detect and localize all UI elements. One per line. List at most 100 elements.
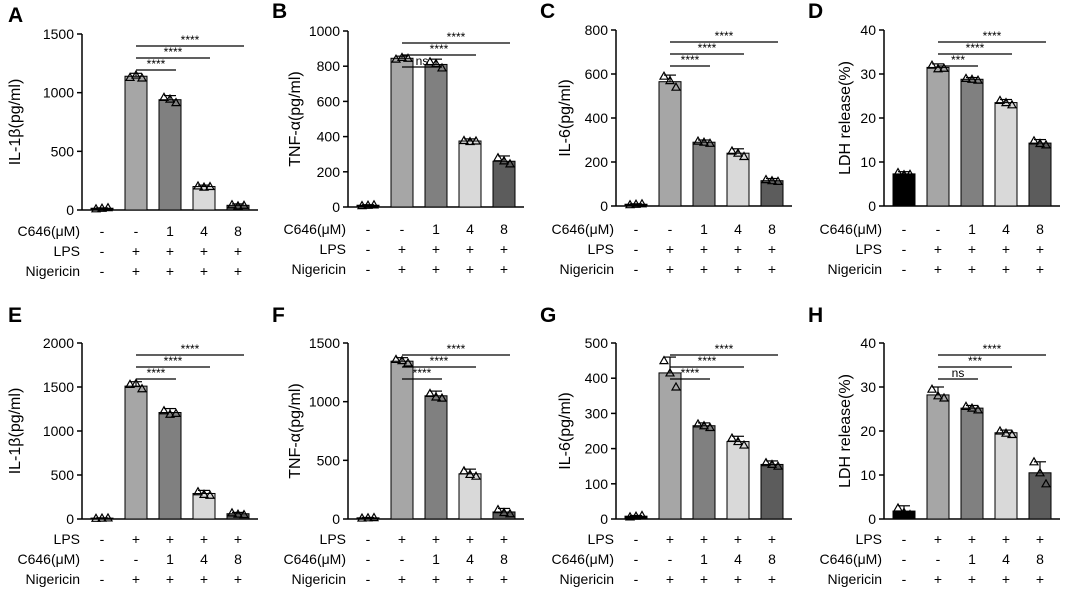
condition-row-label: Nigericin	[828, 571, 882, 587]
condition-cell: +	[166, 531, 174, 547]
condition-cell: -	[100, 571, 105, 587]
data-point	[994, 95, 1006, 105]
y-tick-label: 1500	[43, 26, 74, 42]
y-tick-label: 30	[860, 66, 876, 82]
y-tick-label: 1000	[309, 394, 340, 410]
data-point	[492, 504, 504, 514]
data-point	[90, 203, 102, 213]
condition-cell: -	[100, 531, 105, 547]
condition-cell: 8	[768, 221, 776, 237]
condition-row-label: LPS	[588, 531, 614, 547]
condition-cell: +	[166, 263, 174, 279]
y-tick-label: 500	[51, 143, 75, 159]
data-point	[368, 512, 380, 522]
data-point	[658, 70, 670, 80]
bar	[760, 463, 784, 520]
data-point	[636, 198, 648, 208]
y-tick-label: 0	[868, 511, 876, 527]
condition-cell: 8	[500, 551, 508, 567]
y-tick-label: 20	[860, 110, 876, 126]
data-point	[96, 203, 108, 212]
condition-cell: +	[398, 531, 406, 547]
condition-cell: 1	[968, 551, 976, 567]
significance-label: ****	[164, 45, 183, 59]
data-point	[738, 151, 750, 161]
data-point	[904, 509, 916, 519]
data-point	[772, 460, 784, 470]
bar	[658, 81, 682, 207]
condition-cell: -	[366, 551, 371, 567]
condition-cell: +	[432, 531, 440, 547]
y-axis-label: LDH release(%)	[837, 61, 854, 175]
data-point	[362, 512, 374, 522]
significance-label: ***	[951, 53, 965, 67]
y-tick-label: 400	[585, 110, 609, 126]
data-point	[198, 181, 210, 191]
y-tick-label: 500	[51, 467, 75, 483]
data-point	[664, 75, 676, 85]
data-point	[658, 355, 670, 365]
condition-cell: 4	[734, 221, 742, 237]
condition-cell: -	[936, 551, 941, 567]
significance-label: ****	[147, 366, 166, 380]
significance-label: ****	[715, 29, 734, 43]
significance-label: ****	[681, 366, 700, 380]
condition-row-label: C646(μM)	[551, 551, 614, 567]
condition-cell: +	[234, 571, 242, 587]
bar	[926, 66, 950, 207]
panel-label: D	[808, 0, 823, 23]
significance-label: ns	[952, 366, 965, 380]
data-point	[960, 401, 972, 410]
data-point	[164, 409, 176, 418]
data-point	[470, 135, 482, 145]
condition-cell: 1	[432, 221, 440, 237]
condition-cell: +	[398, 241, 406, 257]
condition-cell: +	[132, 571, 140, 587]
y-tick-label: 600	[317, 93, 341, 109]
data-point	[772, 176, 784, 185]
condition-cell: +	[200, 243, 208, 259]
bar	[960, 78, 984, 207]
data-point	[732, 147, 744, 157]
condition-cell: -	[902, 571, 907, 587]
condition-cell: +	[166, 571, 174, 587]
condition-cell: +	[200, 531, 208, 547]
data-point	[664, 367, 676, 377]
y-tick-label: 200	[585, 441, 609, 457]
significance-label: ****	[698, 354, 717, 368]
data-point	[738, 439, 750, 449]
y-tick-label: 0	[600, 198, 608, 214]
bar	[994, 102, 1018, 207]
y-tick-label: 100	[585, 476, 609, 492]
y-tick-label: 500	[317, 452, 341, 468]
condition-cell: -	[366, 261, 371, 277]
condition-cell: +	[666, 241, 674, 257]
condition-row-label: Nigericin	[26, 263, 80, 279]
y-tick-label: 0	[600, 511, 608, 527]
condition-cell: +	[166, 243, 174, 259]
data-point	[704, 422, 716, 432]
y-tick-label: 1000	[43, 423, 74, 439]
panel-label: H	[808, 304, 823, 327]
bar	[960, 407, 984, 520]
y-tick-label: 400	[585, 370, 609, 386]
significance-label: ****	[430, 354, 449, 368]
data-point	[226, 507, 238, 517]
condition-cell: -	[634, 241, 639, 257]
bar	[1028, 472, 1052, 520]
data-point	[158, 405, 170, 415]
condition-cell: -	[634, 531, 639, 547]
data-point	[424, 388, 436, 398]
data-point	[760, 174, 772, 184]
y-tick-label: 800	[317, 58, 341, 74]
data-point	[390, 354, 402, 364]
condition-row-label: LPS	[54, 531, 80, 547]
condition-cell: +	[500, 531, 508, 547]
condition-cell: -	[100, 551, 105, 567]
panel-label: A	[8, 4, 23, 27]
panel-label: C	[540, 0, 555, 23]
bar	[892, 173, 916, 207]
data-point	[670, 81, 682, 91]
data-point	[636, 510, 648, 520]
